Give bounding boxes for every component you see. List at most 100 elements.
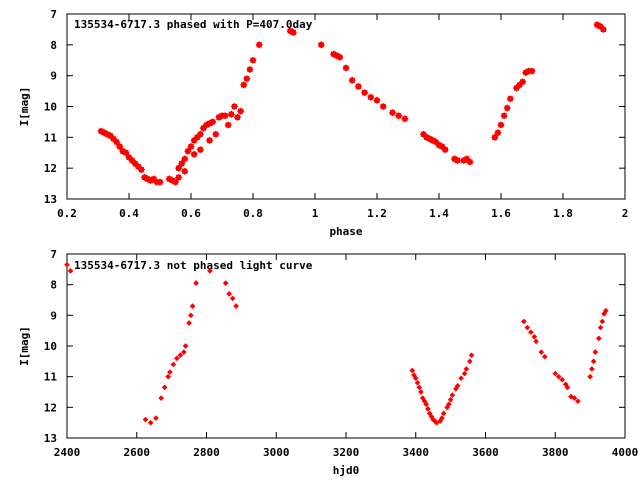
data-point <box>467 159 473 165</box>
data-point <box>207 268 213 274</box>
data-point <box>599 318 606 325</box>
data-point <box>442 147 448 153</box>
data-point <box>176 165 182 171</box>
data-point <box>513 85 520 91</box>
data-point <box>507 96 513 102</box>
x-tick-label: 3200 <box>333 446 360 459</box>
x-tick-label: 1 <box>312 207 319 220</box>
y-tick-label: 12 <box>44 162 57 175</box>
data-point <box>529 68 535 74</box>
data-point <box>439 415 445 421</box>
data-point <box>186 320 192 326</box>
data-point <box>228 111 234 117</box>
data-point <box>520 79 526 85</box>
data-point <box>466 358 473 365</box>
data-point <box>234 114 241 120</box>
data-point <box>226 291 232 297</box>
data-point <box>374 97 380 103</box>
y-tick-label: 7 <box>50 8 57 21</box>
y-tick-label: 9 <box>50 309 57 322</box>
data-point <box>126 154 132 160</box>
data-point <box>165 373 171 380</box>
data-point <box>349 77 355 83</box>
data-point <box>233 303 239 309</box>
plot-title: 135534-6717.3 phased with P=407.0day <box>74 18 313 31</box>
data-point <box>412 375 419 382</box>
data-point <box>564 384 571 391</box>
x-tick-label: 0.4 <box>119 207 139 220</box>
data-point <box>104 131 110 137</box>
data-point <box>200 125 206 131</box>
data-point <box>222 280 229 286</box>
data-point <box>247 66 253 73</box>
y-tick-label: 11 <box>44 131 58 144</box>
data-point <box>587 373 593 380</box>
data-point <box>101 130 107 136</box>
data-point <box>590 358 597 365</box>
data-point <box>423 401 430 408</box>
data-point <box>455 157 461 164</box>
data-point <box>151 176 157 182</box>
x-axis-label: phase <box>329 225 362 238</box>
data-point <box>575 398 581 405</box>
data-point <box>207 120 213 127</box>
data-point <box>114 139 120 145</box>
data-point <box>396 113 402 119</box>
data-point <box>318 42 324 48</box>
data-point <box>67 268 74 274</box>
data-point <box>600 26 606 33</box>
data-point <box>449 392 456 398</box>
data-point <box>446 401 452 408</box>
data-point <box>188 143 194 150</box>
data-point <box>98 128 104 134</box>
data-point <box>524 324 531 331</box>
data-point <box>414 379 421 386</box>
data-point <box>174 355 180 362</box>
data-point <box>430 137 436 144</box>
data-point <box>172 179 179 185</box>
data-point <box>337 54 343 60</box>
data-point <box>528 329 534 336</box>
data-point <box>207 137 213 144</box>
data-point <box>182 343 189 349</box>
data-point <box>244 76 250 82</box>
data-point <box>521 318 527 325</box>
data-point <box>129 157 135 164</box>
y-axis-label: I[mag] <box>18 87 31 127</box>
x-tick-label: 0.6 <box>181 207 201 220</box>
data-point <box>589 366 595 372</box>
data-point <box>117 143 123 150</box>
data-point <box>123 150 129 156</box>
y-tick-label: 13 <box>44 432 57 445</box>
data-point <box>229 295 236 302</box>
data-point <box>213 131 219 137</box>
y-axis-label: I[mag] <box>18 326 31 366</box>
y-tick-label: 9 <box>50 70 57 83</box>
x-tick-label: 3600 <box>472 446 499 459</box>
data-point <box>170 361 177 368</box>
data-point <box>498 122 504 128</box>
data-point <box>185 148 191 154</box>
x-tick-label: 1.8 <box>553 207 573 220</box>
y-tick-label: 7 <box>50 248 57 261</box>
data-point <box>436 142 442 148</box>
x-tick-label: 2 <box>622 207 629 220</box>
data-point <box>189 303 196 309</box>
data-point <box>492 134 498 140</box>
data-point <box>602 307 609 314</box>
data-point <box>167 369 173 375</box>
data-point <box>343 65 349 71</box>
data-point <box>222 113 228 119</box>
x-tick-label: 3800 <box>542 446 569 459</box>
data-point <box>334 53 340 59</box>
data-point <box>238 108 244 114</box>
data-point <box>541 353 548 360</box>
y-tick-label: 13 <box>44 193 57 206</box>
y-tick-label: 8 <box>50 279 57 292</box>
data-point <box>501 113 507 119</box>
data-point <box>594 22 600 28</box>
data-point <box>461 370 468 377</box>
data-point <box>597 324 604 331</box>
data-point <box>538 349 545 355</box>
data-point <box>216 114 222 120</box>
